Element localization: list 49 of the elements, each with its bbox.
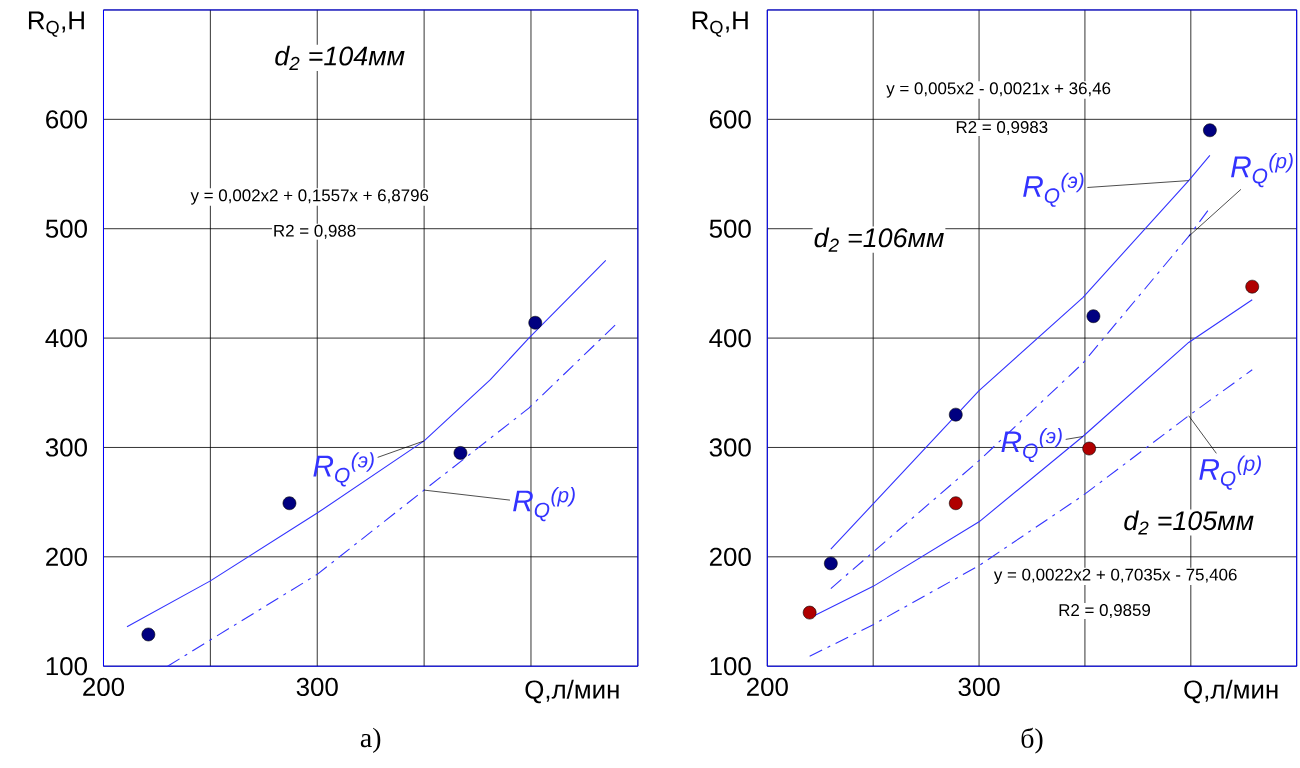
y-tick-label: 500	[45, 219, 87, 238]
y-tick-label: 400	[45, 328, 87, 348]
text: а)	[360, 727, 381, 753]
annotation: R2 = 0,988	[274, 224, 356, 239]
point	[141, 627, 156, 642]
point	[948, 407, 963, 422]
annotation: R2 = 0,9859	[1059, 604, 1151, 619]
text: R$_{Q}$(э)	[1023, 172, 1084, 207]
y-tick-label: 400	[709, 328, 751, 348]
x-tick-label: 300	[296, 677, 338, 696]
point	[528, 315, 543, 330]
annotation: y = 0,005x2 - 0,0021x + 36,46	[886, 82, 1111, 98]
line-series	[167, 323, 618, 667]
series-label: R$_{Q}$(р)	[513, 487, 575, 522]
y-tick-label: 300	[709, 438, 751, 457]
y-tick-label: 300	[45, 438, 87, 457]
y-axis-title: R$_{Q}$,H	[28, 11, 84, 37]
point	[282, 496, 297, 510]
point	[948, 496, 963, 510]
y-tick-label: 600	[46, 110, 87, 129]
annotation: y = 0,002x2 + 0,1557x + 6,8796	[190, 189, 429, 205]
point	[453, 446, 468, 460]
point	[1203, 123, 1217, 138]
annotation: R2 = 0,9983	[956, 121, 1048, 136]
x-tick-label: 300	[958, 677, 1000, 696]
y-tick-label: 100	[46, 657, 87, 676]
point	[824, 556, 838, 571]
point	[1086, 309, 1101, 323]
annotation: d$_{2}$ =106мм	[814, 227, 944, 252]
point	[802, 605, 817, 620]
y-tick-label: 200	[709, 547, 751, 566]
y-axis-title: R$_{Q}$,H	[692, 11, 748, 37]
x-axis-title: Q,л/мин	[1184, 679, 1278, 704]
y-tick-label: 200	[46, 547, 87, 566]
point	[1082, 441, 1096, 456]
line-series	[126, 259, 607, 628]
annotation: d$_{2}$ =104мм	[275, 45, 405, 70]
series-label: R$_{Q}$(р)	[1231, 153, 1293, 188]
annotation: d$_{2}$ =105мм	[1124, 510, 1254, 535]
annotation: y = 0,0022x2 + 0,7035x - 75,406	[993, 568, 1237, 584]
y-tick-label: 600	[709, 110, 751, 129]
x-axis-title: Q,л/мин	[525, 679, 619, 704]
text: б)	[1021, 727, 1043, 754]
y-tick-label: 500	[709, 219, 751, 238]
y-tick-label: 100	[710, 657, 751, 676]
x-tick-label: 200	[83, 677, 125, 696]
point	[1245, 279, 1260, 294]
series-label: R$_{Q}$(р)	[1199, 455, 1261, 490]
x-tick-label: 200	[747, 677, 788, 696]
